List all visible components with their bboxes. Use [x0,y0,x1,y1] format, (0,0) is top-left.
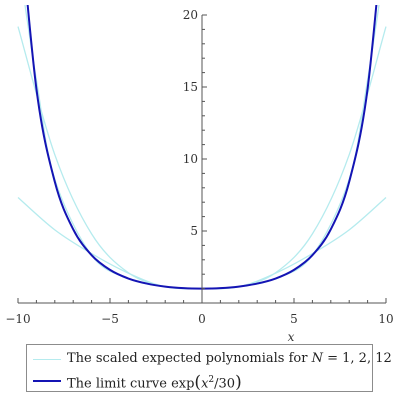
y-tick-label: 15 [183,80,198,94]
legend: The scaled expected polynomials for N = … [26,344,392,392]
x-tick-label: −10 [5,312,30,326]
legend-label-limit-curve: The limit curve exp(x2/30) [67,372,242,393]
legend-swatch-polynomials [33,359,61,360]
x-tick-label: −5 [101,312,119,326]
x-axis-label: x [288,330,295,344]
y-tick-label: 5 [190,224,198,238]
legend-swatch-limit-curve [33,380,61,382]
legend-item-polynomials: The scaled expected polynomials for N = … [27,348,392,370]
y-tick-label: 20 [183,8,198,22]
y-tick-label: 10 [183,152,198,166]
legend-item-limit-curve: The limit curve exp(x2/30) [27,369,372,391]
legend-label-polynomials: The scaled expected polynomials for N = … [67,351,392,366]
x-tick-label: 5 [290,312,298,326]
x-tick-label: 10 [378,312,393,326]
x-tick-label: 0 [198,312,206,326]
